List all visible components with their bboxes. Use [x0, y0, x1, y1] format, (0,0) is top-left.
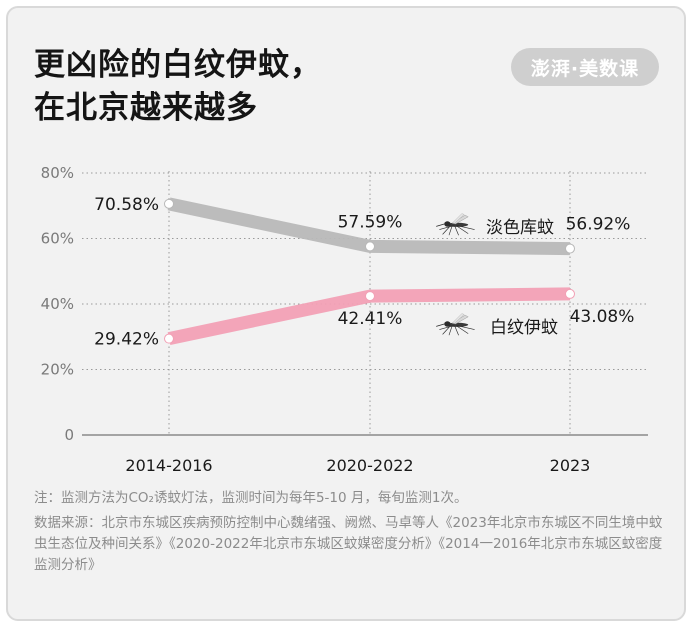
- series-label: 淡色库蚊: [486, 218, 554, 238]
- data-point: [365, 241, 375, 252]
- data-label: 70.58%: [94, 195, 159, 215]
- mosquito-icon: [435, 313, 476, 336]
- data-point: [565, 288, 575, 299]
- data-label: 29.42%: [94, 330, 159, 350]
- brand-logo-text: 澎湃·美数课: [530, 57, 640, 80]
- data-label: 57.59%: [338, 212, 403, 232]
- card: 更凶险的白纹伊蚊， 在北京越来越多 澎湃·美数课 70.58% 57.59% 56.…: [6, 6, 686, 621]
- series-label: 白纹伊蚊: [490, 318, 558, 338]
- method-note: 注：监测方法为CO₂诱蚊灯法，监测时间为每年5-10 月，每旬监测1次。: [34, 490, 468, 506]
- mosquito-icon: [435, 213, 476, 236]
- data-point: [164, 198, 174, 209]
- title-line-1: 更凶险的白纹伊蚊，: [34, 47, 322, 83]
- y-tick-label: 20%: [41, 361, 74, 379]
- data-label: 42.41%: [338, 309, 403, 329]
- data-label: 43.08%: [570, 307, 635, 327]
- data-point: [365, 291, 375, 302]
- line-chart: 70.58% 57.59% 56.92% 29.42% 42.41% 43.08% 201…: [41, 164, 648, 475]
- chart-title: 更凶险的白纹伊蚊， 在北京越来越多: [34, 44, 322, 130]
- x-tick-label: 2014-2016: [125, 456, 212, 475]
- y-tick-label: 0: [64, 426, 74, 444]
- y-tick-label: 60%: [41, 230, 74, 248]
- brand-logo: 澎湃·美数课: [511, 48, 659, 86]
- y-tick-label: 80%: [41, 164, 74, 182]
- title-line-2: 在北京越来越多: [34, 90, 258, 126]
- data-point: [565, 243, 575, 254]
- data-label: 56.92%: [566, 215, 631, 235]
- data-source: 数据来源：北京市东城区疾病预防控制中心魏绪强、阙燃、马卓等人《2023年北京市东…: [34, 515, 663, 573]
- footnotes: 注：监测方法为CO₂诱蚊灯法，监测时间为每年5-10 月，每旬监测1次。 数据来…: [34, 488, 669, 576]
- x-tick-label: 2020-2022: [326, 456, 413, 475]
- x-tick-label: 2023: [550, 456, 591, 475]
- y-tick-label: 40%: [41, 295, 74, 313]
- data-point: [164, 333, 174, 344]
